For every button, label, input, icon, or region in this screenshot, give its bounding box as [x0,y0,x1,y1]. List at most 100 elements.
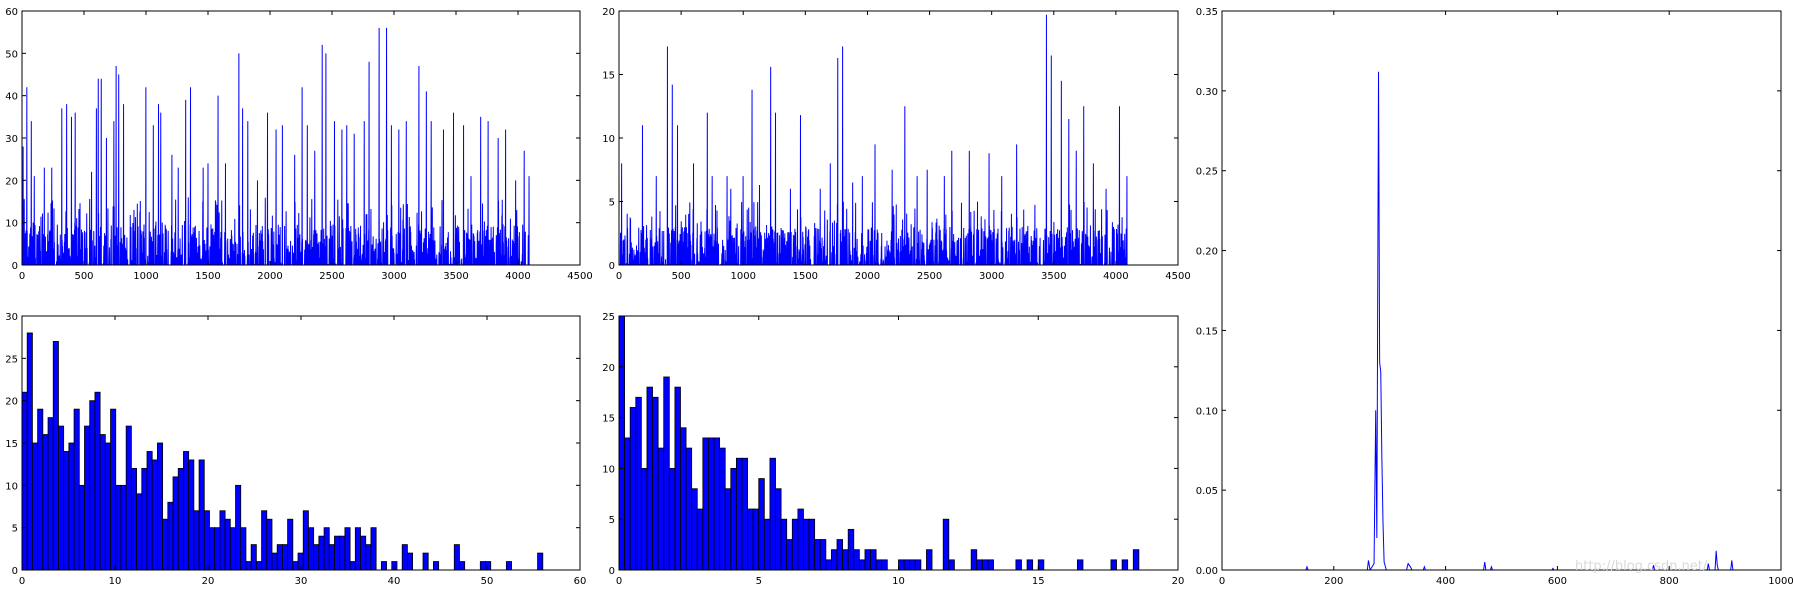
histogram-bar [702,437,709,570]
x-tick-label: 1500 [793,271,818,282]
histogram-bar [245,561,252,570]
histogram-bar [769,457,776,570]
histogram-bar [875,559,883,570]
histogram-bar [685,447,693,570]
histogram-bar [26,332,33,570]
histogram-bar [652,396,659,570]
x-tick-label: 1000 [133,271,158,282]
histogram-bar [696,508,704,570]
histogram-bar [629,407,637,570]
histogram-bar [914,559,922,570]
histogram-bar [708,437,715,570]
y-tick-label: 5 [609,515,615,526]
histogram-bar [292,561,299,570]
x-tick-label: 200 [1324,576,1343,587]
x-tick-label: 10 [892,576,905,587]
x-tick-label: 1000 [730,271,755,282]
histogram-bar [819,539,827,570]
y-tick-label: 15 [602,414,615,425]
y-tick-label: 20 [602,363,615,374]
y-tick-label: 60 [5,7,18,18]
x-tick-label: 1500 [195,271,220,282]
histogram-bar [52,340,59,570]
subplot-bottom-left: 0 10 20 30 40 50 60 0 5 10 15 20 25 30 [5,312,586,587]
histogram-bar [120,484,127,570]
histogram-bar [323,527,330,570]
histogram-bar [162,518,169,570]
histogram-bar [505,561,512,570]
y-tick-label: 40 [5,92,18,103]
histogram-bar [987,559,994,570]
histogram-bar [401,544,408,570]
histogram-bar [640,467,648,570]
histogram-bar [775,488,782,570]
histogram-bar [328,544,335,570]
histogram-bar [360,535,367,570]
y-tick-label: 15 [602,71,615,82]
y-tick-label: 30 [5,134,18,145]
histogram-bar [713,437,721,570]
histogram-bar [308,527,315,570]
x-tick-label: 4500 [1165,271,1190,282]
x-tick-label: 4000 [1103,271,1128,282]
histogram-bar [209,527,216,570]
histogram-bar [909,559,916,570]
y-tick-label: 5 [12,524,18,535]
histogram-bar [406,552,413,570]
x-tick-label: 3500 [1041,271,1066,282]
histogram-bar [47,417,54,570]
x-tick-label: 3000 [979,271,1004,282]
histogram-bar [193,510,200,570]
histogram-bar [240,527,247,570]
histogram-bar [485,561,492,570]
histogram-bar [741,457,748,570]
histogram-bar [281,544,289,570]
histogram-bar [339,535,346,570]
subplot-right-tall: 0 200 400 600 800 1000 0.00 0.05 0.10 0.15 0.20 0.2… [1196,7,1793,587]
y-tick-label: 5 [609,198,615,209]
x-tick-label: 2500 [917,271,942,282]
histogram-bar [847,528,855,570]
histogram-bar [188,459,195,570]
x-tick-label: 3500 [443,271,468,282]
histogram-bar [619,316,625,570]
histogram-bar [313,544,320,570]
histogram-bar [104,442,111,570]
histogram-bar [219,510,226,570]
histogram-bar [691,488,698,570]
histogram-bar [177,467,184,570]
x-tick-label: 4500 [567,271,592,282]
histogram-bar [1121,559,1129,570]
histogram-bar [115,484,122,570]
histogram-bar [808,518,816,570]
histogram-bar [663,376,670,570]
x-tick-label: 500 [74,271,93,282]
x-tick-label: 0 [19,576,25,587]
y-tick-label: 0.25 [1196,167,1218,178]
histogram-bar [370,527,377,570]
histogram-bar [926,549,933,570]
histogram-bar [791,518,799,570]
histogram-bar [203,510,210,570]
y-tick-label: 0.30 [1196,87,1218,98]
histogram-bar [63,451,70,570]
histogram-bar [433,561,440,570]
histogram-bar [224,518,231,570]
x-tick-label: 60 [574,576,587,587]
histogram-bar [141,467,148,570]
histogram-bar [831,549,838,570]
histogram-bar [68,442,75,570]
histogram-bar [84,425,91,570]
histogram-bar [898,559,905,570]
histogram-bar [73,408,80,570]
histogram-bar [125,425,132,570]
x-tick-label: 40 [388,576,401,587]
histogram-bar [214,527,221,570]
x-tick-label: 5 [756,576,762,587]
subplot-bottom-middle: 0 5 10 15 20 0 5 10 15 20 25 [602,312,1184,587]
histogram-bar [229,527,236,570]
x-tick-label: 0 [616,576,622,587]
histogram-bar [42,434,49,570]
x-tick-label: 30 [295,576,308,587]
